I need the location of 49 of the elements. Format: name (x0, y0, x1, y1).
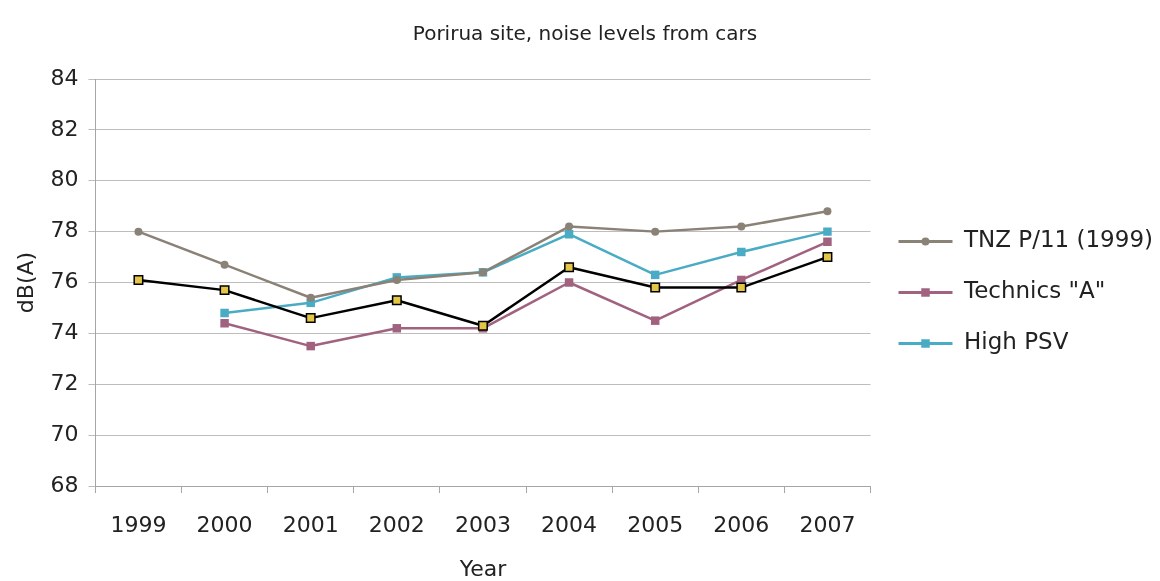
y-tick-label: 72 (50, 369, 79, 395)
point (392, 324, 402, 333)
point (823, 237, 832, 247)
x-tick-label: 2002 (368, 511, 425, 537)
point (564, 262, 575, 273)
y-tick-label: 84 (50, 64, 79, 90)
y-tick-label: 80 (50, 166, 79, 192)
legend-label: High PSV (964, 328, 1069, 355)
point (391, 295, 402, 306)
point (650, 316, 660, 325)
x-tick-label: 2004 (541, 511, 598, 537)
point (306, 341, 315, 351)
x-tick-label: 2006 (713, 511, 770, 537)
point (564, 278, 574, 287)
x-tick-label: 2003 (454, 511, 511, 537)
point (133, 274, 144, 285)
point (736, 282, 747, 293)
point (220, 308, 229, 318)
y-axis-title: dB(A) (12, 251, 38, 314)
legend-label: TNZ P/11 (1999) (963, 226, 1153, 253)
point (134, 227, 143, 236)
x-tick-label: 2007 (799, 511, 856, 537)
y-tick-label: 82 (50, 115, 79, 141)
y-tick-label: 74 (50, 319, 79, 345)
point (220, 260, 229, 269)
point (737, 247, 746, 257)
point (822, 252, 833, 263)
y-tick-label: 68 (50, 471, 79, 497)
x-tick-label: 2001 (282, 511, 339, 537)
x-tick-label: 2005 (627, 511, 684, 537)
point (306, 293, 315, 302)
x-tick-label: 2000 (196, 511, 253, 537)
point (477, 320, 488, 331)
x-tick-label: 1999 (110, 511, 167, 537)
y-tick-label: 78 (50, 217, 79, 243)
point (650, 282, 661, 293)
point (823, 227, 832, 236)
y-tick-label: 76 (50, 268, 79, 294)
y-tick-label: 70 (50, 420, 79, 446)
chart-title: Porirua site, noise levels from cars (412, 21, 758, 46)
point (823, 207, 832, 216)
x-axis-title: Year (458, 555, 508, 581)
point (651, 227, 660, 236)
legend-label: Technics "A" (963, 277, 1106, 304)
point (305, 313, 316, 324)
point (737, 222, 746, 231)
point (219, 285, 230, 296)
point (565, 222, 574, 231)
point (220, 318, 229, 328)
